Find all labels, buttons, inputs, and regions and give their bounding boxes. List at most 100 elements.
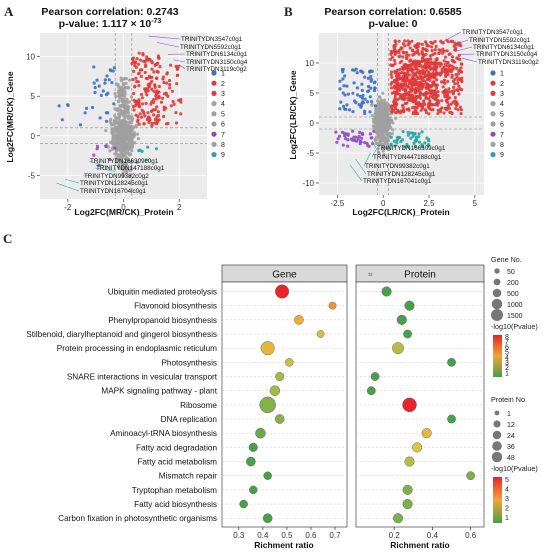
data-point xyxy=(174,111,178,115)
data-point xyxy=(379,132,383,136)
data-point xyxy=(439,107,443,111)
data-point xyxy=(453,95,457,100)
data-point xyxy=(150,61,154,65)
cluster-legend-dot xyxy=(490,121,496,127)
data-point xyxy=(421,47,425,51)
panel-c-pathway-labels: Ubiquitin mediated proteolysis Flavonoid … xyxy=(26,288,217,524)
data-point xyxy=(147,85,151,89)
data-point xyxy=(351,68,355,72)
data-point xyxy=(432,62,436,66)
data-point xyxy=(113,152,117,156)
data-point xyxy=(398,61,402,65)
data-point xyxy=(123,153,127,157)
x-tick-label: 2 xyxy=(177,203,182,212)
data-point xyxy=(175,82,179,86)
protein-pvalue-colorbar xyxy=(493,477,502,523)
data-point xyxy=(409,81,414,85)
data-point xyxy=(441,51,445,55)
data-point xyxy=(431,53,435,57)
cluster-legend-dot xyxy=(211,101,217,107)
data-point xyxy=(425,44,429,48)
gene-label-leader xyxy=(443,31,462,42)
data-point xyxy=(414,86,418,90)
data-point xyxy=(135,160,139,164)
data-point xyxy=(361,70,365,74)
data-point xyxy=(408,131,412,135)
gene-label-leader xyxy=(371,146,378,158)
data-point xyxy=(389,57,393,61)
protein-enrichment-dot xyxy=(381,286,392,297)
data-point xyxy=(420,130,424,134)
data-point xyxy=(105,74,109,78)
data-point xyxy=(384,111,389,115)
protein-enrichment-dot xyxy=(447,414,456,424)
protein-enrichment-dot xyxy=(402,484,413,495)
data-point xyxy=(137,101,141,105)
data-point xyxy=(398,88,402,92)
data-point xyxy=(127,121,131,125)
pathway-label: SNARE interactions in vesicular transpor… xyxy=(67,373,218,382)
data-point xyxy=(400,46,404,50)
data-point xyxy=(137,84,141,88)
data-point xyxy=(424,86,428,90)
data-point xyxy=(452,85,456,89)
data-point xyxy=(334,130,338,134)
data-point xyxy=(369,136,373,140)
data-point xyxy=(128,78,132,82)
gene-enrichment-dot xyxy=(255,427,266,439)
gene-label-leader xyxy=(355,158,367,175)
protein-enrichment-dot xyxy=(402,397,417,413)
gene-pvalue-legend-title: -log10(Pvalue) xyxy=(491,322,538,331)
gene-enrichment-dot xyxy=(260,341,275,356)
data-point xyxy=(447,52,451,57)
data-point xyxy=(404,87,408,91)
data-point xyxy=(156,110,160,114)
data-point xyxy=(423,141,427,145)
data-point xyxy=(395,89,399,93)
data-point xyxy=(109,69,113,73)
data-point xyxy=(133,85,137,89)
data-point xyxy=(381,149,385,153)
data-point xyxy=(380,139,384,143)
data-point xyxy=(428,84,432,88)
data-point xyxy=(174,64,178,68)
data-point xyxy=(443,55,448,59)
data-point xyxy=(414,137,418,142)
data-point xyxy=(436,90,440,94)
data-point xyxy=(144,63,148,67)
panel-a-ylabel: Log2FC(MR/CK)_Gene xyxy=(5,71,15,162)
data-point xyxy=(368,95,372,99)
panel-a-gene-labels: TRINITYDN3547c0g1TRINITYDN5592c0g1TRINIT… xyxy=(56,35,248,195)
data-point xyxy=(373,126,377,130)
data-point xyxy=(140,149,144,153)
data-point xyxy=(338,107,342,111)
data-point xyxy=(456,81,460,85)
data-point xyxy=(109,140,113,144)
data-point xyxy=(358,130,362,134)
data-point xyxy=(390,75,394,79)
data-point xyxy=(431,83,435,87)
data-point xyxy=(377,142,382,146)
data-point xyxy=(118,104,123,108)
pathway-label: Stilbenoid, diarylheptanoid and gingerol… xyxy=(26,330,217,339)
data-point xyxy=(142,122,146,126)
data-point xyxy=(113,91,117,96)
data-point xyxy=(418,96,423,100)
y-tick-label: -5 xyxy=(307,149,315,158)
data-point xyxy=(412,77,416,81)
data-point xyxy=(415,111,419,115)
data-point xyxy=(373,104,377,108)
data-point xyxy=(417,140,422,144)
cluster-legend-dot xyxy=(490,111,496,117)
data-point xyxy=(396,92,400,96)
data-point xyxy=(449,70,453,74)
data-point xyxy=(402,63,406,67)
gene-enrichment-dot xyxy=(275,372,285,382)
panel-b-cluster-legend: 1 2 3 4 5 6 7 8 9 xyxy=(490,70,504,159)
data-point xyxy=(363,97,367,101)
data-point xyxy=(128,133,132,137)
data-point xyxy=(123,168,127,172)
data-point xyxy=(128,100,132,104)
data-point xyxy=(114,116,118,120)
cluster-legend-dot xyxy=(211,90,217,96)
